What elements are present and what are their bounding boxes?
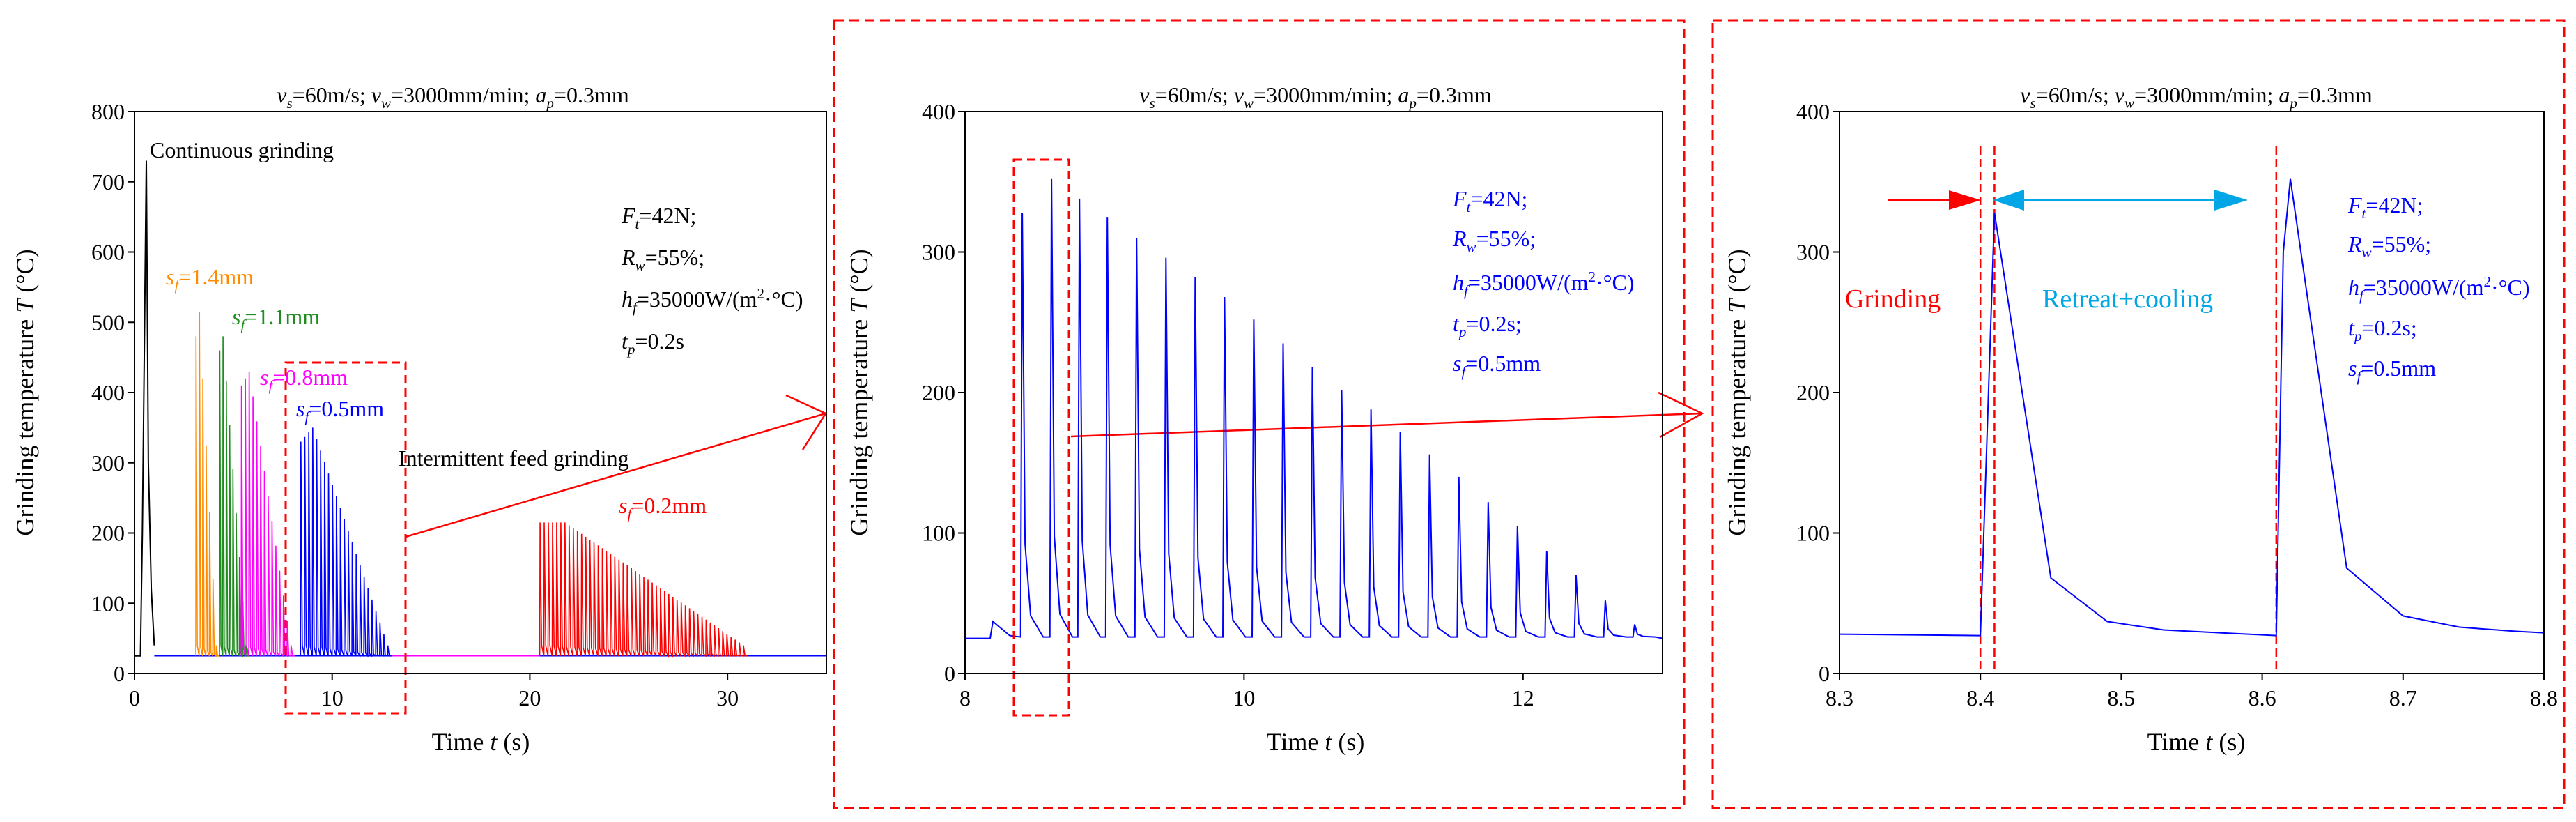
zoom-ytick-label: 300 <box>922 240 955 265</box>
overview-ytick-label: 400 <box>91 380 125 405</box>
svg-text:tp=0.2s: tp=0.2s <box>622 328 684 358</box>
sf-0-8-label: sf=0.8mm <box>260 365 348 394</box>
svg-text:Ft=42N;: Ft=42N; <box>1452 186 1527 215</box>
svg-text:hf=35000W/(m2·°C): hf=35000W/(m2·°C) <box>1453 268 1634 299</box>
zoom-first-cycles-box <box>1012 158 1070 717</box>
overview-xtick-label: 10 <box>321 685 344 710</box>
overview-plot-frame <box>134 111 827 674</box>
detail-ytick-label: 200 <box>1796 380 1830 405</box>
overview-ytick-label: 500 <box>91 310 125 335</box>
overview-ytick-label: 100 <box>91 591 125 616</box>
detail-ytick-label: 400 <box>1796 99 1830 124</box>
detail-markers <box>1979 146 2278 673</box>
overview-chart: 0 100 200 300 400 500 600 700 800 0 10 20 30 Time t (… <box>11 82 827 756</box>
overview-axes: 0 100 200 300 400 500 600 700 800 0 10 20 30 Time t (… <box>11 99 827 756</box>
overview-ytick-label: 800 <box>91 99 125 124</box>
retreat-cooling-arrow <box>1993 190 2248 211</box>
zoom-ylabel: Grinding temperature T (°C) <box>845 249 873 535</box>
detail-ytick-label: 100 <box>1796 521 1830 546</box>
svg-text:Ft=42N;: Ft=42N; <box>621 203 696 232</box>
zoom-axes: 0 100 200 300 400 8 10 12 Time t (s) Grinding tem… <box>845 99 1663 756</box>
detail-xtick-label: 8.4 <box>1966 685 1994 710</box>
svg-text:Rw=55%;: Rw=55%; <box>1452 226 1536 255</box>
grinding-arrow <box>1888 190 1981 210</box>
svg-text:tp=0.2s;: tp=0.2s; <box>1453 311 1522 340</box>
svg-text:tp=0.2s;: tp=0.2s; <box>2348 315 2417 344</box>
zoom-xtick-label: 10 <box>1233 685 1255 710</box>
sf-0-5-label: sf=0.5mm <box>296 396 384 425</box>
overview-ytick-label: 300 <box>91 450 125 475</box>
detail-xtick-label: 8.8 <box>2530 685 2558 710</box>
svg-text:sf=0.5mm: sf=0.5mm <box>2348 356 2436 385</box>
overview-condition: vs=60m/s; vw=3000mm/min; ap=0.3mm <box>277 82 629 112</box>
detail-xtick-label: 8.7 <box>2389 685 2417 710</box>
overview-ytick-label: 600 <box>91 240 125 265</box>
detail-series <box>1839 178 2545 637</box>
zoom-ytick-label: 400 <box>922 99 955 124</box>
overview-ytick-label: 0 <box>114 661 125 686</box>
detail-xtick-label: 8.5 <box>2107 685 2135 710</box>
retreat-cooling-label: Retreat+cooling <box>2042 284 2213 314</box>
zoom-ytick-label: 100 <box>922 521 955 546</box>
svg-text:hf=35000W/(m2·°C): hf=35000W/(m2·°C) <box>622 285 803 316</box>
zoom-ytick-label: 0 <box>944 661 955 686</box>
overview-ylabel: Grinding temperature T (°C) <box>11 249 39 535</box>
overview-params: Ft=42N; Rw=55%; hf=35000W/(m2·°C) tp=0.2… <box>621 203 803 358</box>
overview-ytick-label: 200 <box>91 521 125 546</box>
series-sf-0-5mm-detail <box>1839 178 2545 637</box>
zoom-params: Ft=42N; Rw=55%; hf=35000W/(m2·°C) tp=0.2… <box>1452 186 1634 380</box>
sf-1-4-label: sf=1.4mm <box>166 264 254 294</box>
intermittent-grinding-label: Intermittent feed grinding <box>399 446 629 471</box>
zoom-chart: 0 100 200 300 400 8 10 12 Time t (s) Grinding tem… <box>845 82 1663 756</box>
sf-1-1-label: sf=1.1mm <box>232 304 320 333</box>
series-sf-0-2mm <box>539 522 748 658</box>
overview-xtick-label: 0 <box>129 685 140 710</box>
svg-text:Rw=55%;: Rw=55%; <box>2347 231 2431 261</box>
detail-panel-frame <box>1711 19 2566 809</box>
series-sf-1-4mm <box>195 312 219 657</box>
overview-xtick-label: 30 <box>716 685 739 710</box>
connector-arrow-1 <box>405 394 827 538</box>
overview-xlabel: Time t (s) <box>432 728 530 756</box>
svg-text:Ft=42N;: Ft=42N; <box>2347 192 2423 222</box>
detail-ylabel: Grinding temperature T (°C) <box>1723 249 1751 535</box>
detail-plot-frame <box>1839 111 2545 674</box>
detail-xtick-label: 8.6 <box>2249 685 2276 710</box>
detail-axes: 0 100 200 300 400 8.3 8.4 8.5 8.6 8.7 8.8 Time t (s… <box>1723 99 2558 756</box>
series-sf-0-5mm-zoom <box>965 178 1663 639</box>
grinding-label: Grinding <box>1845 284 1941 314</box>
continuous-grinding-label: Continuous grinding <box>150 137 334 162</box>
detail-ytick-label: 0 <box>1819 661 1830 686</box>
detail-chart: 0 100 200 300 400 8.3 8.4 8.5 8.6 8.7 8.8 Time t (s… <box>1723 82 2558 756</box>
overview-xtick-label: 20 <box>518 685 541 710</box>
svg-text:hf=35000W/(m2·°C): hf=35000W/(m2·°C) <box>2348 273 2529 304</box>
detail-xlabel: Time t (s) <box>2147 728 2246 756</box>
detail-condition: vs=60m/s; vw=3000mm/min; ap=0.3mm <box>2020 82 2373 112</box>
overview-series <box>134 160 826 658</box>
zoom-xtick-label: 8 <box>959 685 971 710</box>
connector-arrow-2 <box>1070 391 1704 439</box>
zoom-xtick-label: 12 <box>1512 685 1534 710</box>
zoom-series <box>965 178 1663 639</box>
detail-ytick-label: 300 <box>1796 240 1830 265</box>
zoom-xlabel: Time t (s) <box>1267 728 1365 756</box>
series-sf-0-5mm <box>300 427 392 658</box>
sf-0-2-label: sf=0.2mm <box>619 493 707 522</box>
svg-text:Rw=55%;: Rw=55%; <box>621 245 704 274</box>
zoom-ytick-label: 200 <box>922 380 955 405</box>
detail-xtick-label: 8.3 <box>1826 685 1853 710</box>
overview-zoom-box <box>284 361 407 715</box>
zoom-condition: vs=60m/s; vw=3000mm/min; ap=0.3mm <box>1139 82 1492 112</box>
detail-params: Ft=42N; Rw=55%; hf=35000W/(m2·°C) tp=0.2… <box>2347 192 2529 385</box>
series-continuous-grinding <box>134 160 155 657</box>
overview-ytick-label: 700 <box>91 169 125 195</box>
svg-text:sf=0.5mm: sf=0.5mm <box>1453 351 1541 380</box>
